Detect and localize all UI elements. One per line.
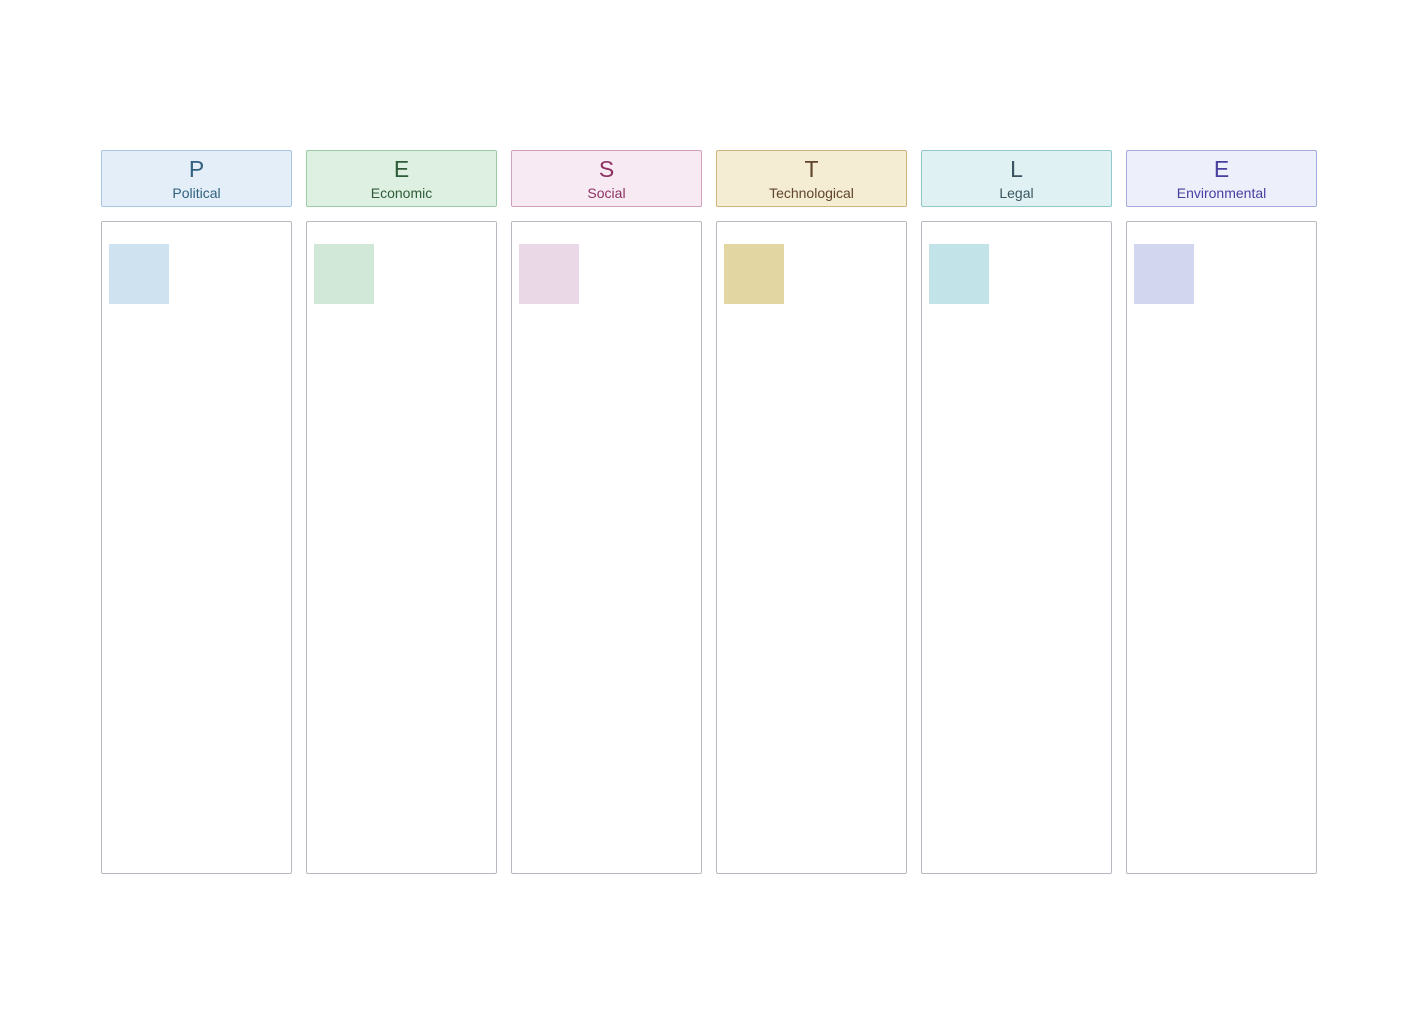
sticky-note[interactable]: [929, 244, 989, 304]
column-panel-economic[interactable]: [306, 221, 497, 874]
column-header-environmental[interactable]: E Environmental: [1126, 150, 1317, 207]
column-social: S Social: [511, 150, 702, 874]
column-legal: L Legal: [921, 150, 1112, 874]
column-political: P Political: [101, 150, 292, 874]
pestle-board: P Political E Economic S Social T Techno…: [101, 150, 1317, 874]
column-economic: E Economic: [306, 150, 497, 874]
sticky-note[interactable]: [1134, 244, 1194, 304]
column-panel-social[interactable]: [511, 221, 702, 874]
column-label: Economic: [370, 184, 433, 201]
column-label: Social: [587, 184, 626, 201]
column-header-political[interactable]: P Political: [101, 150, 292, 207]
column-label: Environmental: [1176, 184, 1267, 201]
sticky-note[interactable]: [109, 244, 169, 304]
column-header-social[interactable]: S Social: [511, 150, 702, 207]
column-panel-technological[interactable]: [716, 221, 907, 874]
column-panel-legal[interactable]: [921, 221, 1112, 874]
column-letter: E: [1213, 155, 1230, 182]
column-technological: T Technological: [716, 150, 907, 874]
column-panel-political[interactable]: [101, 221, 292, 874]
sticky-note[interactable]: [314, 244, 374, 304]
column-panel-environmental[interactable]: [1126, 221, 1317, 874]
column-header-economic[interactable]: E Economic: [306, 150, 497, 207]
column-label: Technological: [769, 184, 854, 201]
column-letter: E: [393, 155, 410, 182]
sticky-note[interactable]: [724, 244, 784, 304]
sticky-note[interactable]: [519, 244, 579, 304]
column-environmental: E Environmental: [1126, 150, 1317, 874]
column-letter: T: [804, 155, 819, 182]
column-label: Political: [172, 184, 221, 201]
column-letter: S: [598, 155, 615, 182]
column-label: Legal: [999, 184, 1034, 201]
column-header-legal[interactable]: L Legal: [921, 150, 1112, 207]
column-header-technological[interactable]: T Technological: [716, 150, 907, 207]
column-letter: P: [188, 155, 205, 182]
column-letter: L: [1010, 155, 1023, 182]
